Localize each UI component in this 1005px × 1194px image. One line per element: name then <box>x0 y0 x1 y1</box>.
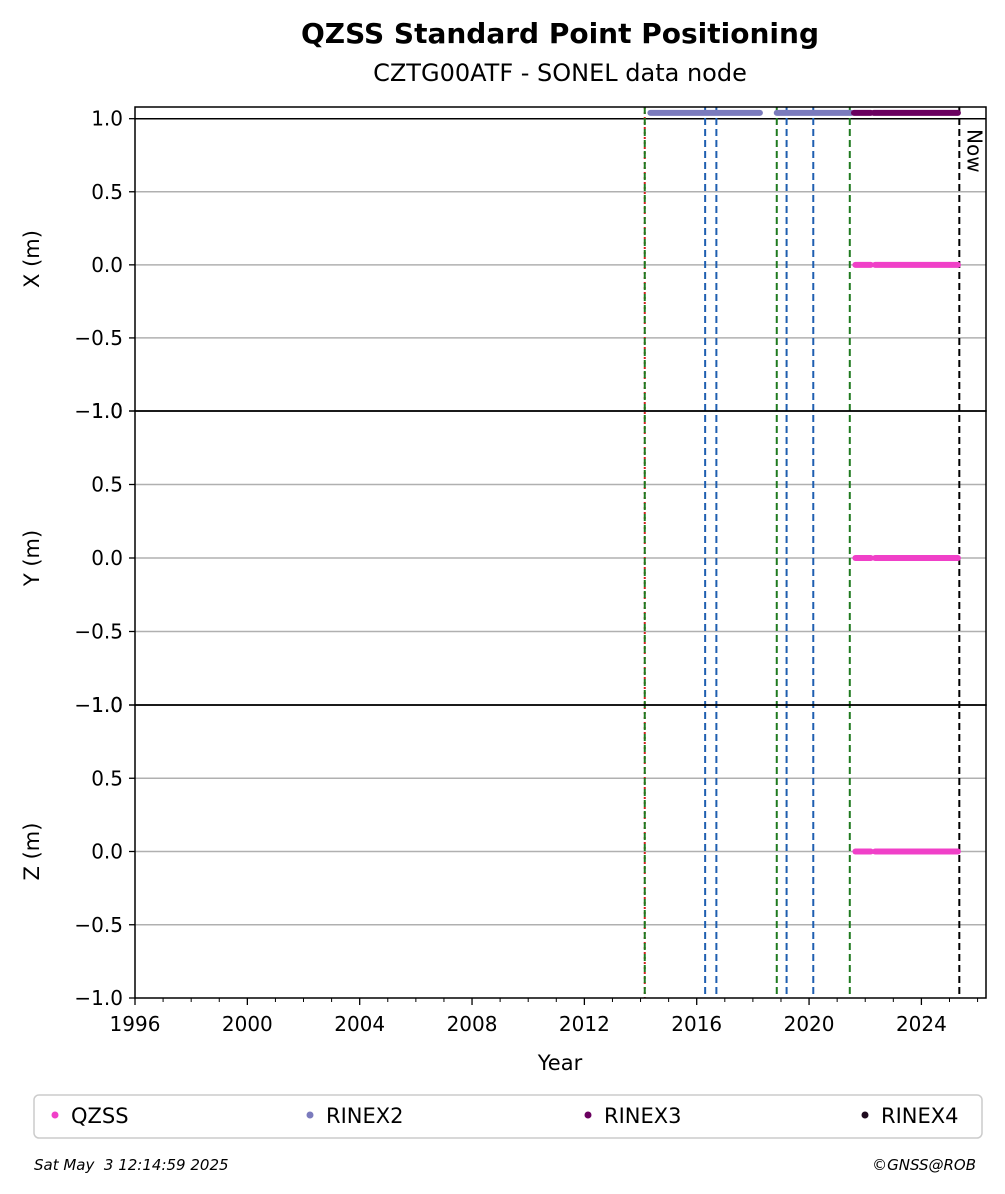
y-axis-labels: X (m) Y (m) Z (m) <box>20 230 44 880</box>
y-tick-label: 1.0 <box>91 107 123 131</box>
plot-frames <box>134 106 987 999</box>
y-tick-label: 0.5 <box>91 766 123 790</box>
x-tick-label: 2008 <box>447 1012 498 1036</box>
legend-label-rinex4: RINEX4 <box>881 1104 959 1128</box>
legend-marker-rinex2 <box>306 1111 314 1119</box>
y-tick-label: 0.5 <box>91 473 123 497</box>
legend-label-rinex3: RINEX3 <box>604 1104 682 1128</box>
y-tick-label: 1.0 <box>91 693 123 717</box>
x-tick-label: 2004 <box>334 1012 385 1036</box>
legend-marker-rinex4 <box>861 1111 869 1119</box>
y-tick-label: −0.5 <box>74 913 123 937</box>
x-ticks: 1996 2000 2004 2008 2012 2016 2020 2024 <box>110 998 979 1036</box>
y-tick-label: 0.0 <box>91 840 123 864</box>
x-tick-label: 2000 <box>222 1012 273 1036</box>
y-tick-label: −1.0 <box>74 399 123 423</box>
y-tick-label: −1.0 <box>74 693 123 717</box>
footer-timestamp: Sat May 3 12:14:59 2025 <box>34 1156 229 1174</box>
x-tick-label: 2020 <box>784 1012 835 1036</box>
footer-credit: ©GNSS@ROB <box>872 1156 976 1174</box>
legend-marker-qzss <box>51 1111 59 1119</box>
x-axis-label: Year <box>537 1051 583 1075</box>
y-tick-label: −1.0 <box>74 986 123 1010</box>
y-tick-label: 0.5 <box>91 180 123 204</box>
chart-title: QZSS Standard Point Positioning <box>301 17 819 50</box>
panel-frame <box>134 106 987 412</box>
y-tick-label: 1.0 <box>91 399 123 423</box>
now-label: Now <box>962 129 986 173</box>
y-axis-label: Y (m) <box>20 530 44 587</box>
x-tick-label: 1996 <box>110 1012 161 1036</box>
legend-box <box>33 1094 983 1139</box>
y-tick-label: 0.0 <box>91 546 123 570</box>
y-axis-label: X (m) <box>20 230 44 288</box>
chart-subtitle: CZTG00ATF - SONEL data node <box>373 59 747 87</box>
data-points <box>647 109 961 855</box>
legend-label-qzss: QZSS <box>71 1104 129 1128</box>
y-tick-label: −0.5 <box>74 620 123 644</box>
event-lines <box>643 107 961 998</box>
grid-lines <box>135 117 986 926</box>
legend: QZSS RINEX2 RINEX3 RINEX4 <box>33 1094 983 1139</box>
y-tick-label: 0.0 <box>91 253 123 277</box>
y-tick-labels: −1.0−0.50.00.51.0−1.0−0.50.00.51.0−1.0−0… <box>74 107 135 1010</box>
x-tick-label: 2012 <box>559 1012 610 1036</box>
x-tick-label: 2016 <box>671 1012 722 1036</box>
y-tick-label: −0.5 <box>74 326 123 350</box>
x-tick-label: 2024 <box>896 1012 947 1036</box>
y-axis-label: Z (m) <box>20 823 44 881</box>
legend-marker-rinex3 <box>584 1111 592 1119</box>
legend-label-rinex2: RINEX2 <box>326 1104 404 1128</box>
